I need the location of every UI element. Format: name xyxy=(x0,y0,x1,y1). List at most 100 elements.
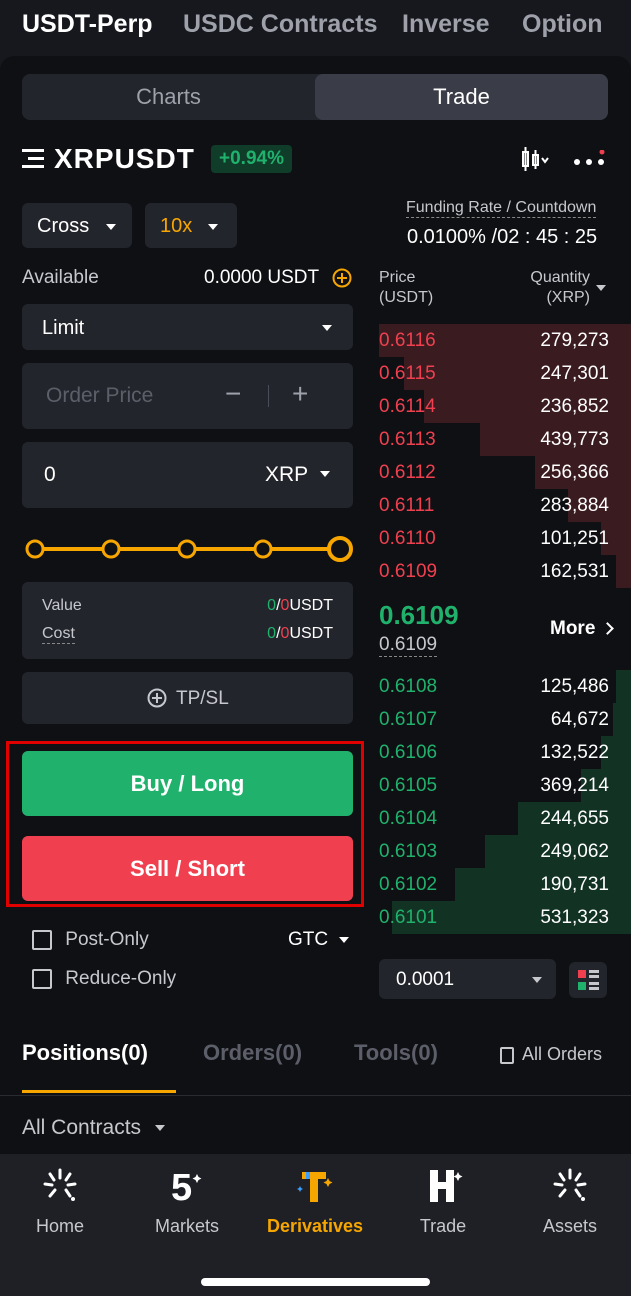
orderbook-qty-header[interactable]: Quantity (XRP) xyxy=(530,269,590,306)
tab-tools[interactable]: Tools(0) xyxy=(354,1040,438,1065)
all-orders-label: All Orders xyxy=(522,1044,603,1064)
sell-short-button[interactable]: Sell / Short xyxy=(22,836,353,901)
checkbox-icon[interactable] xyxy=(32,969,52,989)
chevron-down-icon[interactable] xyxy=(596,285,606,291)
nav-home[interactable]: Home xyxy=(35,1216,84,1236)
reduce-only-checkbox[interactable]: Reduce-Only xyxy=(32,968,176,990)
funding-rate-label[interactable]: Funding Rate / Countdown xyxy=(406,199,597,218)
ask-row[interactable]: 0.6116 279,273 xyxy=(379,324,631,357)
quantity-field[interactable]: 0 XRP xyxy=(22,442,353,508)
more-label: More xyxy=(550,618,596,639)
bid-row[interactable]: 0.6108 125,486 xyxy=(379,670,631,703)
increase-price-button[interactable]: + xyxy=(292,378,309,409)
order-quantity: 439,773 xyxy=(540,429,609,450)
home-indicator xyxy=(201,1278,430,1286)
order-price: 0.6114 xyxy=(379,396,436,417)
depth-bar xyxy=(600,522,631,555)
mark-price[interactable]: 0.6109 xyxy=(379,634,438,657)
charts-tab[interactable]: Charts xyxy=(136,84,201,109)
home-icon[interactable] xyxy=(5,1166,115,1215)
decrease-price-button[interactable]: − xyxy=(225,378,242,409)
bid-row[interactable]: 0.6101 531,323 xyxy=(379,901,631,934)
tpsl-button[interactable]: TP/SL xyxy=(22,672,353,724)
ask-row[interactable]: 0.6111 283,884 xyxy=(379,489,631,522)
divider xyxy=(0,1095,631,1096)
margin-mode-label: Cross xyxy=(37,215,90,237)
nav-markets[interactable]: Markets xyxy=(154,1216,219,1236)
svg-text:5: 5 xyxy=(171,1167,192,1206)
tab-usdc-contracts[interactable]: USDC Contracts xyxy=(183,10,378,38)
margin-mode-select[interactable]: Cross xyxy=(22,203,132,248)
tab-option[interactable]: Option xyxy=(522,10,603,38)
bid-row[interactable]: 0.6103 249,062 xyxy=(379,835,631,868)
order-price: 0.6103 xyxy=(379,841,438,862)
ask-row[interactable]: 0.6113 439,773 xyxy=(379,423,631,456)
post-only-label: Post-Only xyxy=(65,929,149,950)
more-link[interactable]: More xyxy=(550,618,614,640)
post-only-checkbox[interactable]: Post-Only xyxy=(32,929,149,951)
assets-icon[interactable] xyxy=(515,1166,625,1215)
ask-row[interactable]: 0.6110 101,251 xyxy=(379,522,631,555)
order-price-field[interactable]: Order Price − + xyxy=(22,363,353,429)
candle-settings-icon[interactable] xyxy=(520,146,550,172)
order-price-input[interactable]: Order Price xyxy=(46,384,154,407)
depth-bar xyxy=(479,423,631,456)
order-type-select[interactable]: Limit xyxy=(22,304,353,350)
order-price: 0.6116 xyxy=(379,330,436,351)
depth-bar xyxy=(568,489,631,522)
chevron-down-icon xyxy=(322,325,332,331)
time-in-force-select[interactable]: GTC xyxy=(288,929,350,951)
trade-tab[interactable]: Trade xyxy=(315,74,608,120)
chevron-down-icon xyxy=(208,224,218,230)
depth-bar xyxy=(484,835,631,868)
menu-icon[interactable] xyxy=(22,149,46,169)
tab-usdt-perp[interactable]: USDT-Perp xyxy=(22,10,153,38)
bid-row[interactable]: 0.6105 369,214 xyxy=(379,769,631,802)
available-label: Available xyxy=(22,267,99,288)
bid-row[interactable]: 0.6107 64,672 xyxy=(379,703,631,736)
markets-icon[interactable]: 5 xyxy=(132,1166,242,1215)
bid-row[interactable]: 0.6102 190,731 xyxy=(379,868,631,901)
price-change-badge: +0.94% xyxy=(211,145,292,173)
all-orders-link[interactable]: All Orders xyxy=(500,1044,602,1065)
reduce-only-label: Reduce-Only xyxy=(65,968,177,989)
cost-label[interactable]: Cost xyxy=(42,625,75,644)
order-type-label: Limit xyxy=(42,317,85,339)
more-icon[interactable] xyxy=(572,149,608,170)
ask-row[interactable]: 0.6109 162,531 xyxy=(379,555,631,588)
nav-assets[interactable]: Assets xyxy=(542,1216,598,1236)
nav-derivatives[interactable]: Derivatives xyxy=(266,1216,364,1236)
ask-row[interactable]: 0.6112 256,366 xyxy=(379,456,631,489)
quantity-input[interactable]: 0 xyxy=(44,463,56,486)
order-price: 0.6109 xyxy=(379,561,438,582)
ask-row[interactable]: 0.6115 247,301 xyxy=(379,357,631,390)
tick-size-label: 0.0001 xyxy=(396,969,455,990)
orderbook-layout-icon[interactable] xyxy=(569,962,607,998)
leverage-select[interactable]: 10x xyxy=(145,203,237,248)
value-cost-panel: Value 0/0USDT Cost 0/0USDT xyxy=(22,582,353,659)
bid-row[interactable]: 0.6104 244,655 xyxy=(379,802,631,835)
quantity-slider[interactable] xyxy=(22,534,356,564)
contracts-filter[interactable]: All Contracts xyxy=(22,1116,165,1140)
depth-bar xyxy=(424,390,631,423)
depth-bar xyxy=(379,324,631,357)
add-funds-icon[interactable] xyxy=(332,268,352,288)
tick-size-select[interactable]: 0.0001 xyxy=(379,959,556,999)
order-price: 0.6107 xyxy=(379,709,438,730)
checkbox-icon[interactable] xyxy=(32,930,52,950)
chevron-down-icon xyxy=(154,1125,165,1132)
quantity-unit[interactable]: XRP xyxy=(265,463,309,486)
trade-icon[interactable] xyxy=(388,1166,498,1215)
derivatives-icon[interactable] xyxy=(260,1166,370,1215)
highlight-frame xyxy=(6,741,364,907)
bid-row[interactable]: 0.6106 132,522 xyxy=(379,736,631,769)
tab-inverse[interactable]: Inverse xyxy=(402,10,490,38)
symbol-name[interactable]: XRPUSDT xyxy=(54,143,195,174)
buy-long-button[interactable]: Buy / Long xyxy=(22,751,353,816)
order-price: 0.6111 xyxy=(379,495,435,516)
nav-trade[interactable]: Trade xyxy=(419,1216,467,1236)
ask-row[interactable]: 0.6114 236,852 xyxy=(379,390,631,423)
tab-positions[interactable]: Positions(0) xyxy=(22,1040,148,1065)
tab-orders[interactable]: Orders(0) xyxy=(203,1040,303,1065)
active-tab-indicator xyxy=(22,1090,176,1093)
